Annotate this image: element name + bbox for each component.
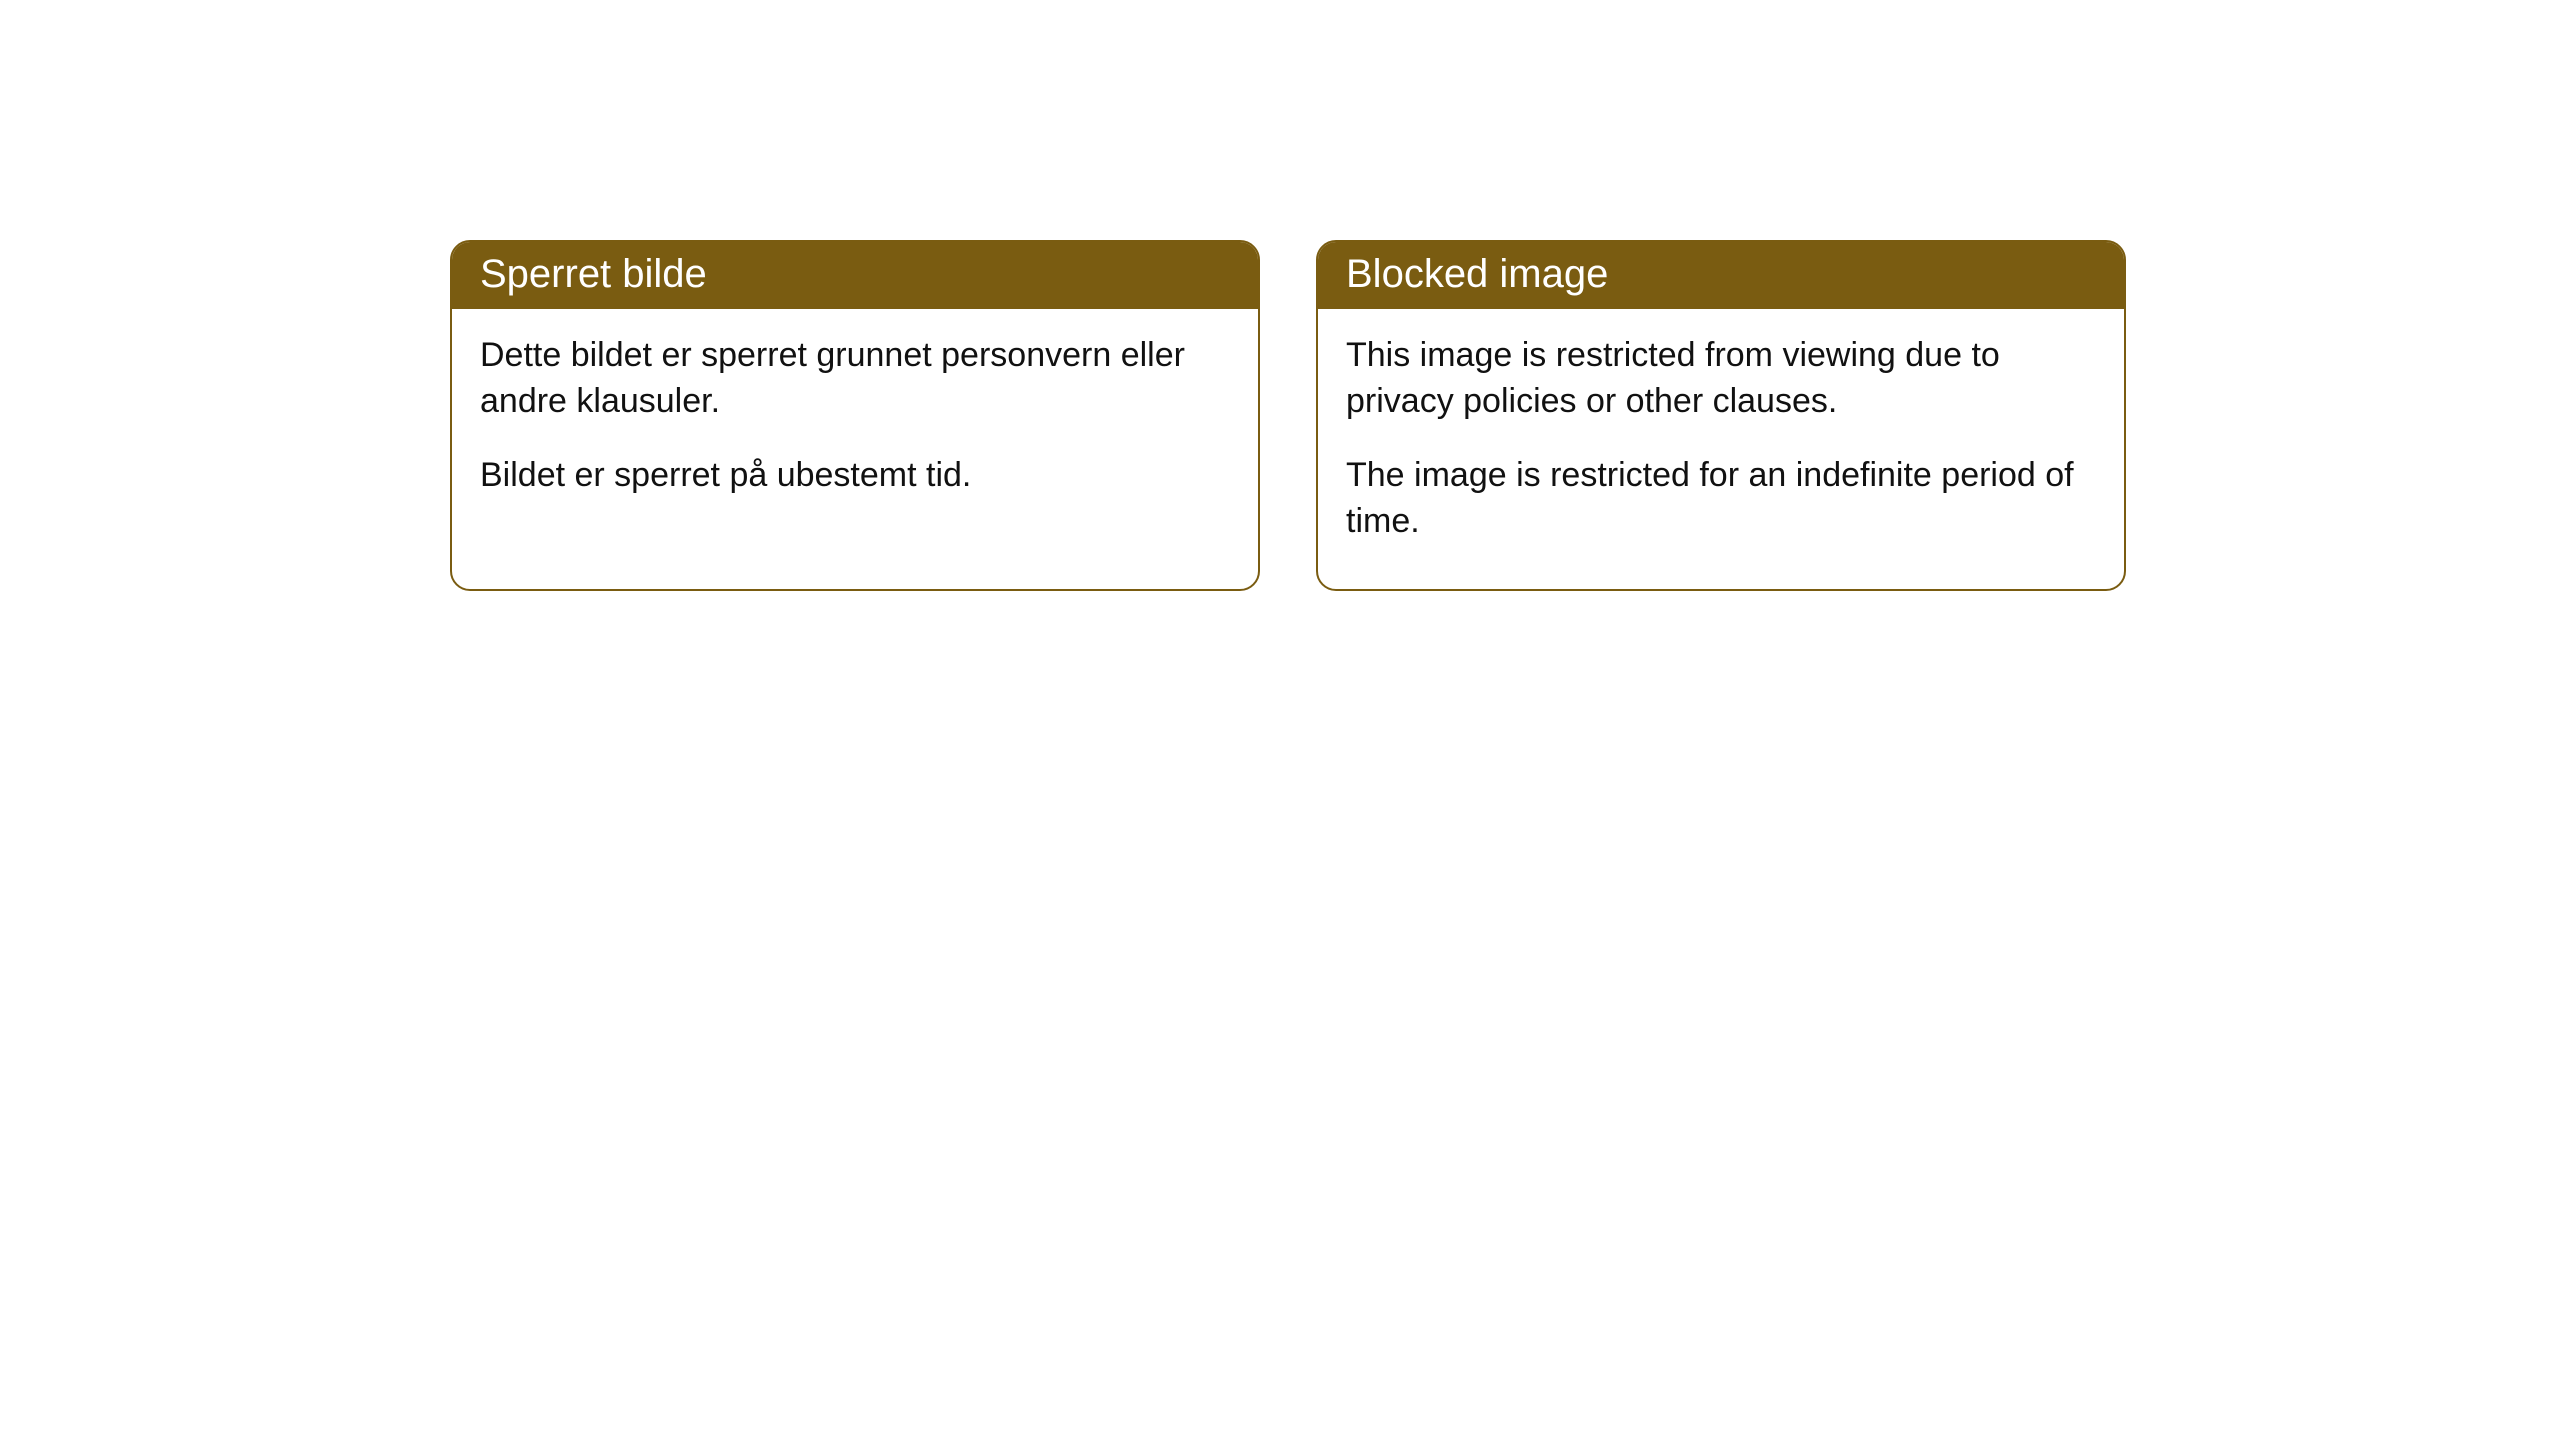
blocked-image-card-no: Sperret bilde Dette bildet er sperret gr…: [450, 240, 1260, 591]
notice-cards-container: Sperret bilde Dette bildet er sperret gr…: [450, 240, 2126, 591]
card-text-no-1: Dette bildet er sperret grunnet personve…: [480, 333, 1230, 425]
blocked-image-card-en: Blocked image This image is restricted f…: [1316, 240, 2126, 591]
card-body-en: This image is restricted from viewing du…: [1318, 309, 2124, 589]
card-title-no: Sperret bilde: [452, 242, 1258, 309]
card-title-en: Blocked image: [1318, 242, 2124, 309]
card-text-en-2: The image is restricted for an indefinit…: [1346, 453, 2096, 545]
card-text-en-1: This image is restricted from viewing du…: [1346, 333, 2096, 425]
card-text-no-2: Bildet er sperret på ubestemt tid.: [480, 453, 1230, 499]
card-body-no: Dette bildet er sperret grunnet personve…: [452, 309, 1258, 543]
